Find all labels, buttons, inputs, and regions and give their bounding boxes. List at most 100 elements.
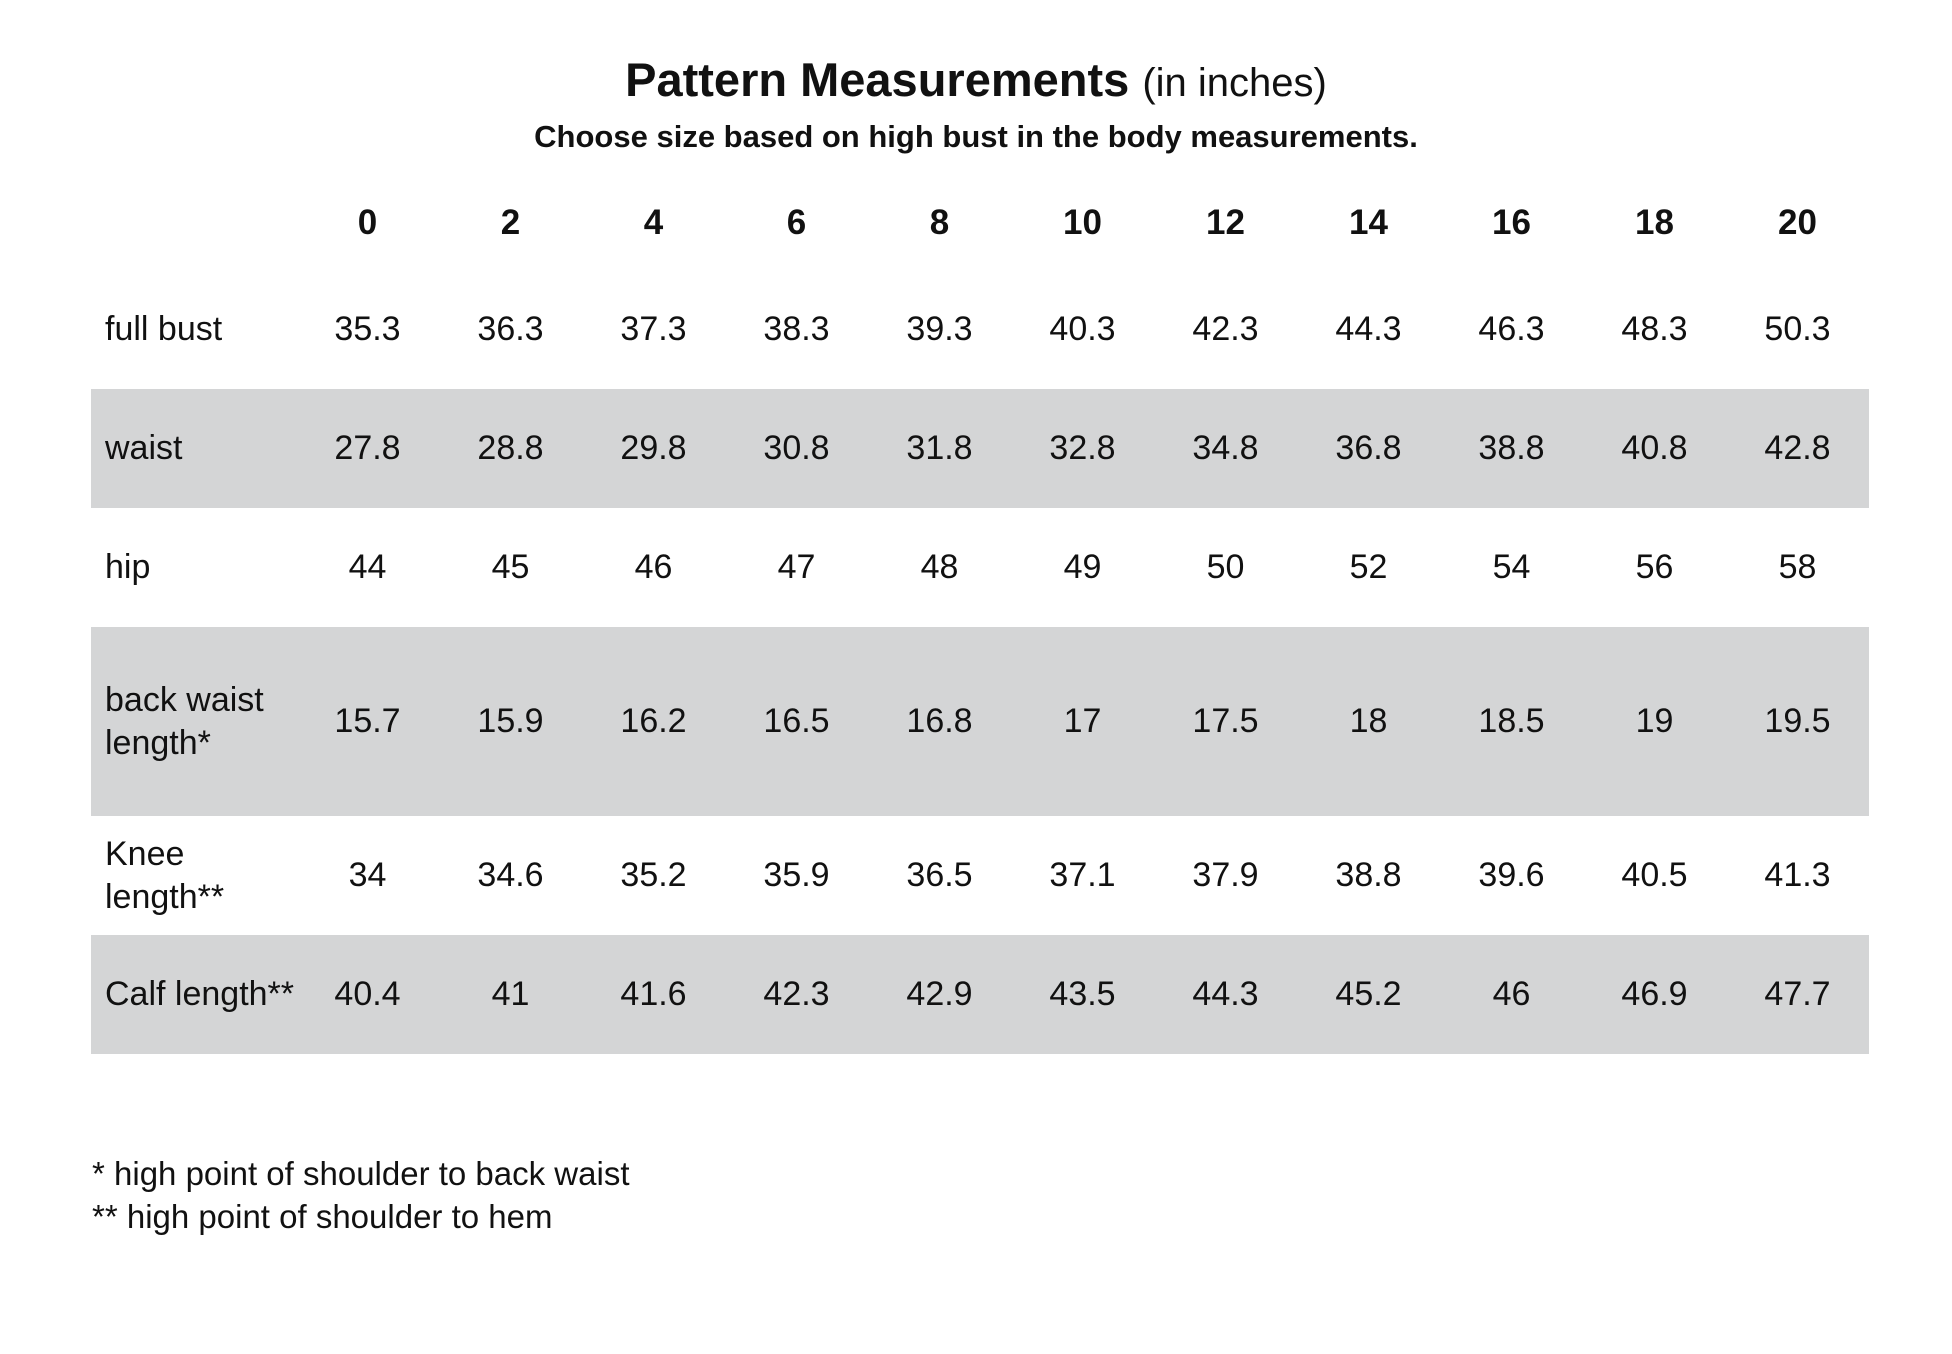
table-cell: 44.3: [1335, 310, 1402, 348]
table-row-waist: waist 27.8 28.8 29.8 30.8 31.8 32.8 34.8…: [91, 389, 1869, 508]
table-row-full-bust: full bust 35.3 36.3 37.3 38.3 39.3 40.3 …: [91, 270, 1869, 389]
row-label: Calf length**: [91, 935, 296, 1054]
table-cell: 49: [1063, 548, 1102, 586]
table-cell: 35.2: [620, 856, 687, 894]
table-cell: 16.5: [725, 627, 868, 816]
table-cell: 40.5: [1621, 856, 1688, 894]
table-cell: 42.9: [868, 935, 1011, 1054]
table-cell: 18.5: [1440, 627, 1583, 816]
row-label: back waist length*: [91, 627, 296, 816]
size-header-cell: 2: [500, 202, 521, 242]
table-cell: 18: [1297, 627, 1440, 816]
table-cell: 32.8: [1011, 389, 1154, 508]
table-cell: 45.2: [1297, 935, 1440, 1054]
table-cell: 41.3: [1764, 856, 1831, 894]
table-cell: 38.8: [1440, 389, 1583, 508]
table-cell: 39.6: [1478, 856, 1545, 894]
table-cell: 27.8: [296, 389, 439, 508]
size-header-cell: 8: [929, 202, 950, 242]
row-label: waist: [91, 389, 296, 508]
table-cell: 17.5: [1154, 627, 1297, 816]
table-cell: 19.5: [1726, 627, 1869, 816]
table-cell: 36.5: [906, 856, 973, 894]
table-cell: 52: [1349, 548, 1388, 586]
table-cell: 48.3: [1621, 310, 1688, 348]
table-cell: 46.3: [1478, 310, 1545, 348]
table-cell: 42.3: [725, 935, 868, 1054]
table-cell: 48: [920, 548, 959, 586]
table-cell: 19: [1583, 627, 1726, 816]
size-header-cell: 4: [643, 202, 664, 242]
table-cell: 29.8: [582, 389, 725, 508]
table-cell: 47.7: [1726, 935, 1869, 1054]
title-main: Pattern Measurements: [625, 53, 1130, 106]
table-cell: 17: [1011, 627, 1154, 816]
page-subtitle: Choose size based on high bust in the bo…: [534, 119, 1418, 154]
table-cell: 40.8: [1583, 389, 1726, 508]
table-cell: 40.4: [296, 935, 439, 1054]
table-cell: 31.8: [868, 389, 1011, 508]
table-cell: 36.8: [1297, 389, 1440, 508]
table-cell: 46.9: [1583, 935, 1726, 1054]
table-cell: 39.3: [906, 310, 973, 348]
table-cell: 30.8: [725, 389, 868, 508]
table-cell: 40.3: [1049, 310, 1116, 348]
size-header-cell: 16: [1492, 202, 1531, 242]
size-header-cell: 18: [1635, 202, 1674, 242]
header-corner-cell: [91, 175, 296, 270]
table-cell: 34.6: [477, 856, 544, 894]
footnote-hem: ** high point of shoulder to hem: [92, 1198, 553, 1235]
size-header-cell: 0: [357, 202, 378, 242]
table-cell: 56: [1635, 548, 1674, 586]
table-cell: 28.8: [439, 389, 582, 508]
table-cell: 42.3: [1192, 310, 1259, 348]
table-cell: 16.8: [868, 627, 1011, 816]
table-cell: 34: [348, 856, 387, 894]
table-cell: 47: [777, 548, 816, 586]
table-cell: 42.8: [1726, 389, 1869, 508]
table-cell: 34.8: [1154, 389, 1297, 508]
table-cell: 43.5: [1011, 935, 1154, 1054]
table-cell: 58: [1778, 548, 1817, 586]
row-label: Knee length**: [105, 834, 225, 916]
table-cell: 46: [634, 548, 673, 586]
row-label: full bust: [105, 310, 223, 348]
size-header-cell: 20: [1778, 202, 1817, 242]
table-cell: 36.3: [477, 310, 544, 348]
table-cell: 35.9: [763, 856, 830, 894]
table-cell: 15.9: [439, 627, 582, 816]
footnotes: * high point of shoulder to back waist *…: [92, 1152, 630, 1238]
table-cell: 50.3: [1764, 310, 1831, 348]
table-cell: 44: [348, 548, 387, 586]
size-header-cell: 6: [786, 202, 807, 242]
table-cell: 38.8: [1335, 856, 1402, 894]
size-header-cell: 14: [1349, 202, 1388, 242]
title-unit: (in inches): [1142, 61, 1327, 105]
page-title: Pattern Measurements (in inches): [0, 50, 1952, 113]
size-header-cell: 12: [1206, 202, 1245, 242]
table-cell: 41: [439, 935, 582, 1054]
table-cell: 44.3: [1154, 935, 1297, 1054]
size-header-row: 0 2 4 6 8 10 12 14 16 18 20: [91, 175, 1869, 270]
table-cell: 41.6: [582, 935, 725, 1054]
size-header-cell: 10: [1063, 202, 1102, 242]
table-row-calf-length: Calf length** 40.4 41 41.6 42.3 42.9 43.…: [91, 935, 1869, 1054]
table-cell: 50: [1206, 548, 1245, 586]
row-label: hip: [105, 548, 151, 586]
table-cell: 45: [491, 548, 530, 586]
table-cell: 46: [1440, 935, 1583, 1054]
table-cell: 16.2: [582, 627, 725, 816]
table-cell: 37.9: [1192, 856, 1259, 894]
table-row-back-waist-length: back waist length* 15.7 15.9 16.2 16.5 1…: [91, 627, 1869, 816]
table-cell: 54: [1492, 548, 1531, 586]
table-cell: 37.1: [1049, 856, 1116, 894]
table-row-knee-length: Knee length** 34 34.6 35.2 35.9 36.5 37.…: [91, 816, 1869, 935]
page-header: Pattern Measurements (in inches) Choose …: [0, 50, 1952, 157]
table-row-hip: hip 44 45 46 47 48 49 50 52 54 56 58: [91, 508, 1869, 627]
measurements-table: 0 2 4 6 8 10 12 14 16 18 20 full bust 35…: [91, 175, 1869, 1054]
table-cell: 15.7: [296, 627, 439, 816]
table-cell: 37.3: [620, 310, 687, 348]
table-cell: 35.3: [334, 310, 401, 348]
footnote-back-waist: * high point of shoulder to back waist: [92, 1155, 630, 1192]
table-cell: 38.3: [763, 310, 830, 348]
